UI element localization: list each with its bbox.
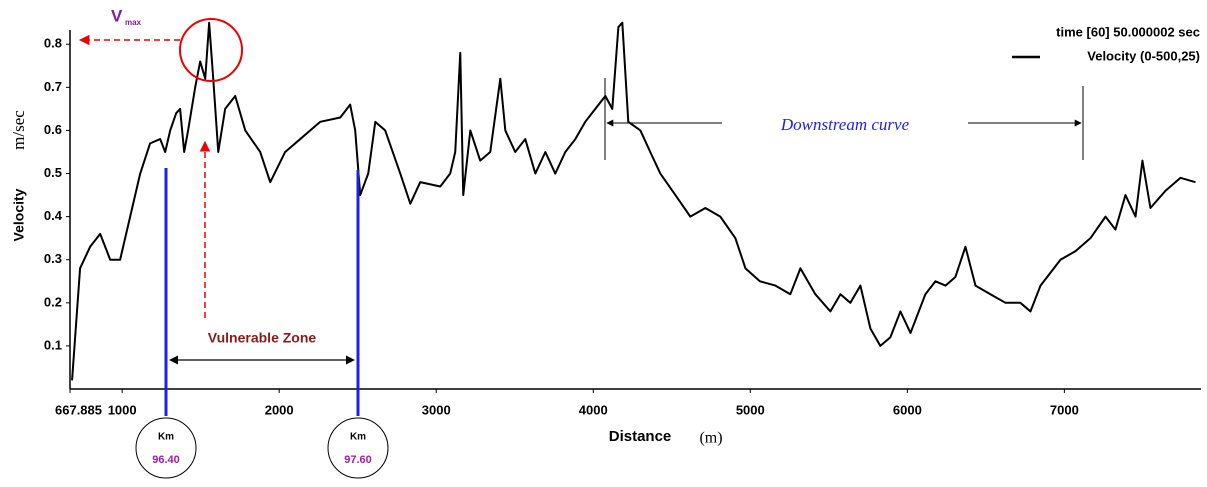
x-tick-label: 4000 [579,402,608,417]
km-label: Km [350,432,366,443]
y-tick-label: 0.2 [44,294,62,309]
x-tick-label: 1000 [108,402,137,417]
y-tick-label: 0.5 [44,165,62,180]
x-tick-label: 7000 [1050,402,1079,417]
velocity-line [71,21,1196,381]
y-tick-label: 0.4 [44,208,63,223]
y-tick-label: 0.6 [44,122,62,137]
x-tick-label: 3000 [422,402,451,417]
x-tick-label: 667.885 [55,402,102,417]
x-tick-label: 2000 [265,402,294,417]
y-axis-unit: m/sec [9,110,28,150]
km-label: Km [158,432,174,443]
x-axis-unit: (m) [699,430,722,447]
downstream-label: Downstream curve [780,115,910,134]
x-tick-label: 6000 [893,402,922,417]
km-value: 96.40 [152,454,180,466]
vmax-label: V [111,6,123,25]
y-tick-label: 0.8 [44,36,62,51]
y-axis-label: Velocity [11,188,27,241]
vmax-subscript: max [125,18,142,27]
x-tick-label: 5000 [736,402,765,417]
vmax-circle [179,18,243,82]
km-circle [327,417,389,479]
legend-label: Velocity (0-500,25) [1087,48,1200,63]
x-axis-label: Distance [609,428,672,445]
legend-title: time [60] 50.000002 sec [1056,24,1200,39]
vulnerable-zone-label: Vulnerable Zone [208,330,317,346]
y-tick-label: 0.7 [44,79,62,94]
km-value: 97.60 [344,454,372,466]
km-circle [135,417,197,479]
y-tick-label: 0.3 [44,251,62,266]
y-tick-label: 0.1 [44,337,62,352]
